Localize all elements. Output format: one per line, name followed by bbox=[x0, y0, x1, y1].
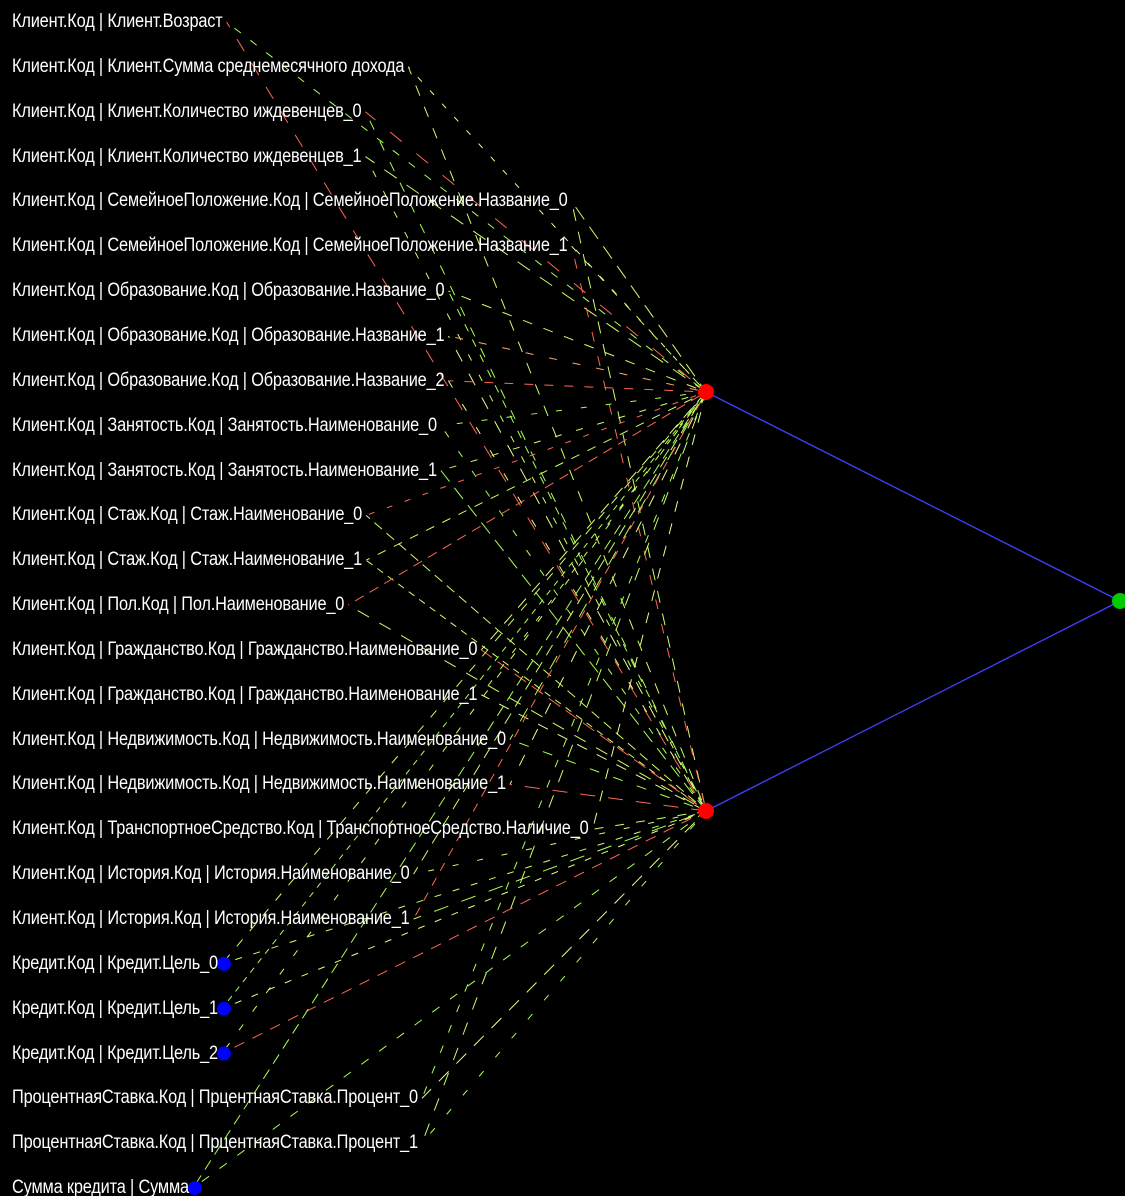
hidden-output-edge bbox=[705, 391, 1121, 602]
input-hidden-edge bbox=[440, 391, 707, 471]
input-hidden-edge bbox=[440, 470, 707, 812]
input-node bbox=[216, 1001, 231, 1016]
input-label: Клиент.Код | Образование.Код | Образован… bbox=[12, 280, 445, 302]
input-hidden-edge bbox=[221, 810, 707, 1010]
input-hidden-edge bbox=[364, 156, 707, 812]
input-label: Кредит.Код | Кредит.Цель_2 bbox=[12, 1042, 218, 1064]
input-label: Клиент.Код | Стаж.Код | Стаж.Наименовани… bbox=[12, 549, 363, 571]
input-hidden-edge bbox=[571, 246, 707, 812]
input-hidden-edge bbox=[192, 810, 707, 1189]
input-hidden-edge bbox=[365, 391, 707, 516]
input-hidden-edge bbox=[480, 391, 707, 651]
input-hidden-edge bbox=[413, 810, 707, 920]
input-label: Клиент.Код | История.Код | История.Наиме… bbox=[12, 863, 410, 885]
input-hidden-edge bbox=[421, 810, 707, 1099]
hidden-node bbox=[698, 803, 714, 819]
input-hidden-edge bbox=[413, 391, 707, 920]
input-hidden-edge bbox=[407, 66, 707, 812]
input-label: Клиент.Код | Образование.Код | Образован… bbox=[12, 324, 445, 346]
input-hidden-edge bbox=[347, 604, 707, 812]
input-label: Кредит.Код | Кредит.Цель_1 bbox=[12, 997, 218, 1019]
input-hidden-edge bbox=[480, 391, 707, 696]
input-label: Клиент.Код | Клиент.Количество иждевенце… bbox=[12, 145, 362, 167]
input-hidden-edge bbox=[221, 391, 707, 1010]
input-hidden-edge bbox=[448, 380, 707, 393]
input-label: Клиент.Код | История.Код | История.Наиме… bbox=[12, 908, 410, 929]
hidden-node bbox=[698, 384, 714, 400]
input-hidden-edge bbox=[407, 66, 707, 393]
input-node bbox=[216, 1046, 231, 1061]
input-hidden-edge bbox=[440, 391, 707, 427]
input-label: Клиент.Код | ТранспортноеСредство.Код | … bbox=[12, 818, 589, 840]
input-hidden-edge bbox=[421, 391, 707, 1099]
input-label: Клиент.Код | СемейноеПоложение.Код | Сем… bbox=[12, 235, 568, 257]
input-hidden-edges bbox=[192, 21, 707, 1189]
input-hidden-edge bbox=[448, 335, 707, 393]
input-hidden-edge bbox=[365, 514, 707, 812]
input-hidden-edge bbox=[364, 111, 707, 812]
input-hidden-edge bbox=[481, 694, 707, 812]
input-label: Клиент.Код | Образование.Код | Образован… bbox=[12, 369, 445, 391]
input-label: Клиент.Код | Гражданство.Код | Гражданст… bbox=[12, 638, 478, 660]
input-hidden-edge bbox=[509, 391, 707, 740]
input-hidden-edge bbox=[447, 335, 707, 812]
input-hidden-edge bbox=[365, 559, 707, 812]
output-node bbox=[1112, 593, 1125, 609]
input-label: ПроцентнаяСтавка.Код | ПрцентнаяСтавка.П… bbox=[12, 1087, 418, 1109]
input-label: ПроцентнаяСтавка.Код | ПрцентнаяСтавка.П… bbox=[12, 1132, 418, 1154]
input-hidden-edge bbox=[421, 810, 707, 1144]
input-hidden-edge bbox=[448, 380, 707, 812]
input-hidden-edge bbox=[448, 290, 707, 393]
input-hidden-edge bbox=[509, 783, 707, 812]
input-label: Клиент.Код | Занятость.Код | Занятость.Н… bbox=[12, 459, 437, 481]
input-hidden-edge bbox=[571, 201, 707, 393]
hidden-output-edges bbox=[705, 391, 1121, 812]
input-label: Клиент.Код | Стаж.Код | Стаж.Наименовани… bbox=[12, 504, 363, 526]
input-label: Клиент.Код | Гражданство.Код | Гражданст… bbox=[12, 683, 478, 705]
input-label: Сумма кредита | Сумма bbox=[12, 1177, 189, 1196]
input-hidden-edge bbox=[592, 391, 707, 830]
input-node bbox=[187, 1181, 202, 1196]
input-label: Клиент.Код | Недвижимость.Код | Недвижим… bbox=[12, 728, 506, 750]
input-hidden-edge bbox=[413, 391, 707, 875]
input-hidden-edge bbox=[365, 111, 707, 393]
input-hidden-edge bbox=[592, 810, 707, 830]
input-hidden-edge bbox=[571, 201, 707, 812]
input-hidden-edge bbox=[509, 739, 707, 812]
input-hidden-edge bbox=[192, 391, 707, 1189]
input-label: Клиент.Код | Клиент.Сумма среднемесячног… bbox=[12, 55, 405, 77]
input-hidden-edge bbox=[447, 290, 707, 812]
input-hidden-edge bbox=[571, 245, 707, 393]
input-label: Клиент.Код | Недвижимость.Код | Недвижим… bbox=[12, 773, 506, 795]
input-label: Клиент.Код | Клиент.Возраст bbox=[12, 11, 223, 32]
network-nodes bbox=[187, 384, 1125, 1196]
input-label: Клиент.Код | Пол.Код | Пол.Наименование_… bbox=[12, 594, 345, 616]
input-hidden-edge bbox=[440, 425, 707, 812]
input-label: Кредит.Код | Кредит.Цель_0 bbox=[12, 952, 218, 974]
input-label: Клиент.Код | СемейноеПоложение.Код | Сем… bbox=[12, 190, 568, 212]
input-hidden-edge bbox=[221, 391, 707, 1054]
input-node bbox=[216, 956, 231, 971]
input-hidden-edge bbox=[221, 391, 707, 965]
input-hidden-edge bbox=[421, 391, 707, 1144]
hidden-output-edge bbox=[705, 600, 1121, 812]
input-label: Клиент.Код | Клиент.Количество иждевенце… bbox=[12, 100, 362, 122]
input-hidden-edge bbox=[480, 649, 707, 812]
input-hidden-edge bbox=[221, 810, 707, 1054]
input-label: Клиент.Код | Занятость.Код | Занятость.Н… bbox=[12, 414, 437, 436]
